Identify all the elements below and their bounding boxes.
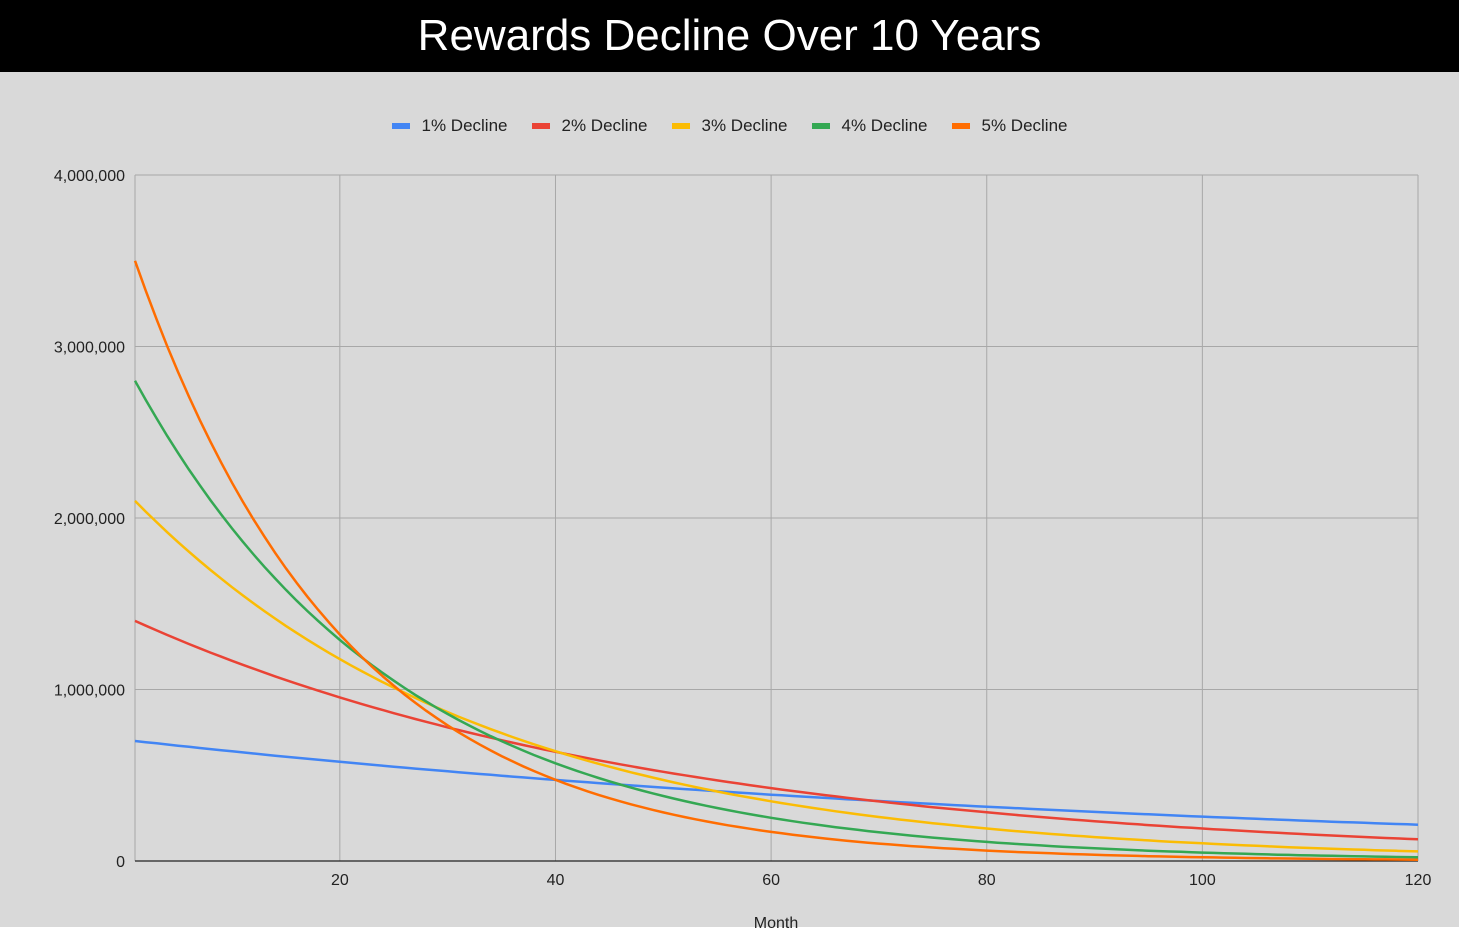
chart-area: [0, 72, 1459, 927]
x-tick-label: 40: [547, 872, 565, 889]
legend-item: 2% Decline: [531, 116, 648, 136]
series-line-1-decline: [134, 739, 1419, 826]
y-tick-label: 1,000,000: [54, 683, 125, 700]
legend-swatch: [671, 123, 690, 129]
legend-swatch: [811, 123, 830, 129]
legend-item: 5% Decline: [951, 116, 1068, 136]
legend-label: 5% Decline: [981, 116, 1068, 135]
legend-item: 4% Decline: [811, 116, 928, 136]
x-tick-label: 60: [762, 872, 780, 889]
x-tick-label: 120: [1405, 872, 1432, 889]
x-axis-title: Month: [754, 915, 798, 930]
legend-item: 1% Decline: [391, 116, 508, 136]
x-tick-label: 100: [1189, 872, 1216, 889]
legend-label: 2% Decline: [561, 116, 648, 135]
y-tick-label: 3,000,000: [54, 340, 125, 357]
legend-label: 1% Decline: [421, 116, 508, 135]
legend: 1% Decline 2% Decline 3% Decline 4% Decl…: [0, 116, 1459, 136]
y-tick-label: 4,000,000: [54, 168, 125, 185]
chart-title: Rewards Decline Over 10 Years: [0, 0, 1459, 72]
series-line-4-decline: [133, 380, 1419, 859]
series-line-2-decline: [134, 619, 1419, 841]
legend-swatch: [951, 123, 970, 129]
series-line-5-decline: [133, 260, 1419, 861]
y-tick-label: 2,000,000: [54, 511, 125, 528]
legend-swatch: [531, 123, 550, 129]
y-tick-label: 0: [116, 854, 125, 871]
legend-swatch: [391, 123, 410, 129]
x-tick-label: 20: [331, 872, 349, 889]
legend-item: 3% Decline: [671, 116, 788, 136]
legend-label: 3% Decline: [701, 116, 788, 135]
series-line-3-decline: [134, 500, 1419, 853]
x-tick-label: 80: [978, 872, 996, 889]
legend-label: 4% Decline: [841, 116, 928, 135]
